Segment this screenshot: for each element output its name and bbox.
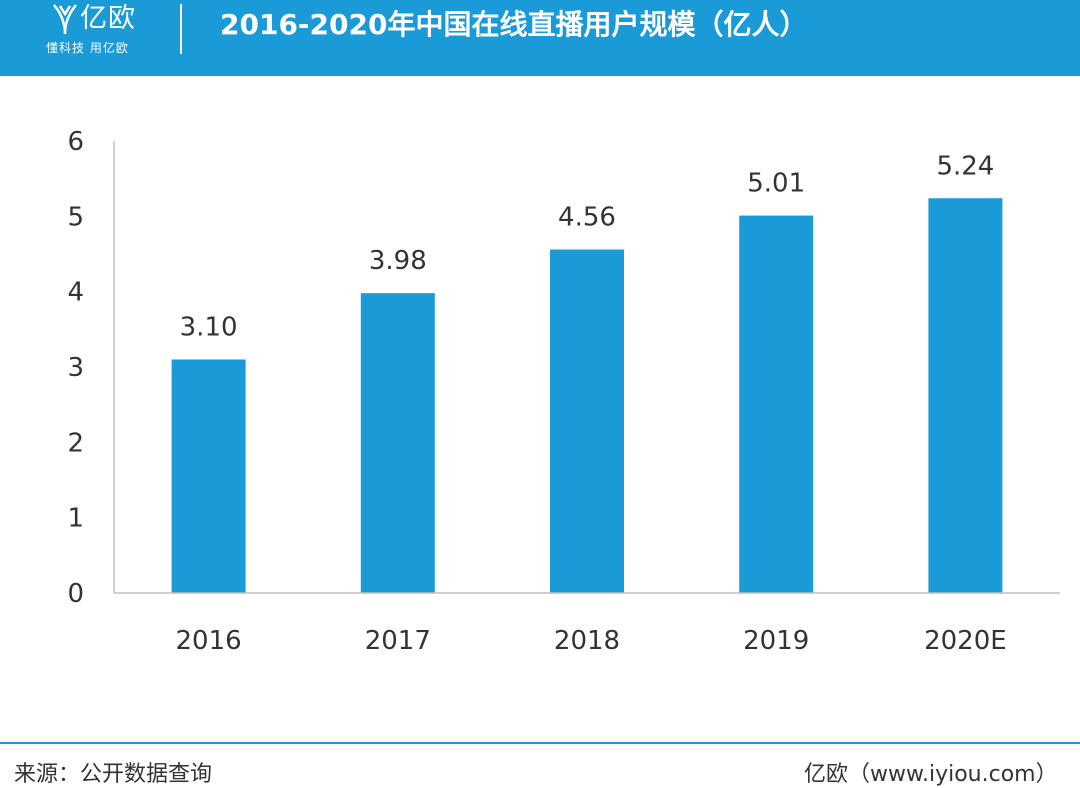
- bar-2017: [360, 293, 435, 593]
- x-tick-label: 2017: [365, 626, 431, 656]
- data-label: 3.98: [369, 246, 427, 276]
- x-tick-label: 2019: [743, 626, 809, 656]
- footer-divider: [0, 742, 1080, 744]
- logo-icon: [53, 4, 77, 35]
- y-tick-label: 2: [67, 428, 84, 458]
- site-credit: 亿欧（www.iyiou.com）: [804, 762, 1058, 787]
- y-tick-label: 5: [67, 202, 84, 232]
- bar-chart: 0 1 2 3 4 5 6 3.10 2016 3.98 2017 4.56 2018 5.01 2019 5…: [67, 127, 1060, 656]
- y-tick-label: 4: [67, 278, 84, 308]
- y-tick-label: 3: [67, 353, 84, 383]
- brand-tagline: 懂科技 用亿欧: [46, 41, 129, 55]
- data-label: 4.56: [558, 202, 616, 232]
- data-label: 3.10: [180, 312, 238, 342]
- page-title: 2016-2020年中国在线直播用户规模（亿人）: [220, 8, 808, 41]
- data-label: 5.24: [936, 151, 994, 181]
- header-divider: [180, 4, 182, 54]
- x-tick-label: 2020E: [924, 626, 1007, 656]
- bar-2019: [739, 215, 814, 593]
- x-tick-label: 2018: [554, 626, 620, 656]
- y-tick-label: 0: [67, 579, 84, 609]
- x-tick-label: 2016: [176, 626, 242, 656]
- header-banner: 亿欧 懂科技 用亿欧 2016-2020年中国在线直播用户规模（亿人）: [0, 0, 1080, 76]
- y-tick-label: 1: [67, 504, 84, 534]
- brand-name: 亿欧: [80, 3, 136, 34]
- bar-2016: [171, 359, 246, 593]
- bar-2018: [550, 249, 624, 594]
- source-note: 来源：公开数据查询: [14, 762, 213, 787]
- y-tick-label: 6: [67, 127, 84, 157]
- data-label: 5.01: [747, 169, 805, 199]
- bar-2020E: [928, 198, 1003, 593]
